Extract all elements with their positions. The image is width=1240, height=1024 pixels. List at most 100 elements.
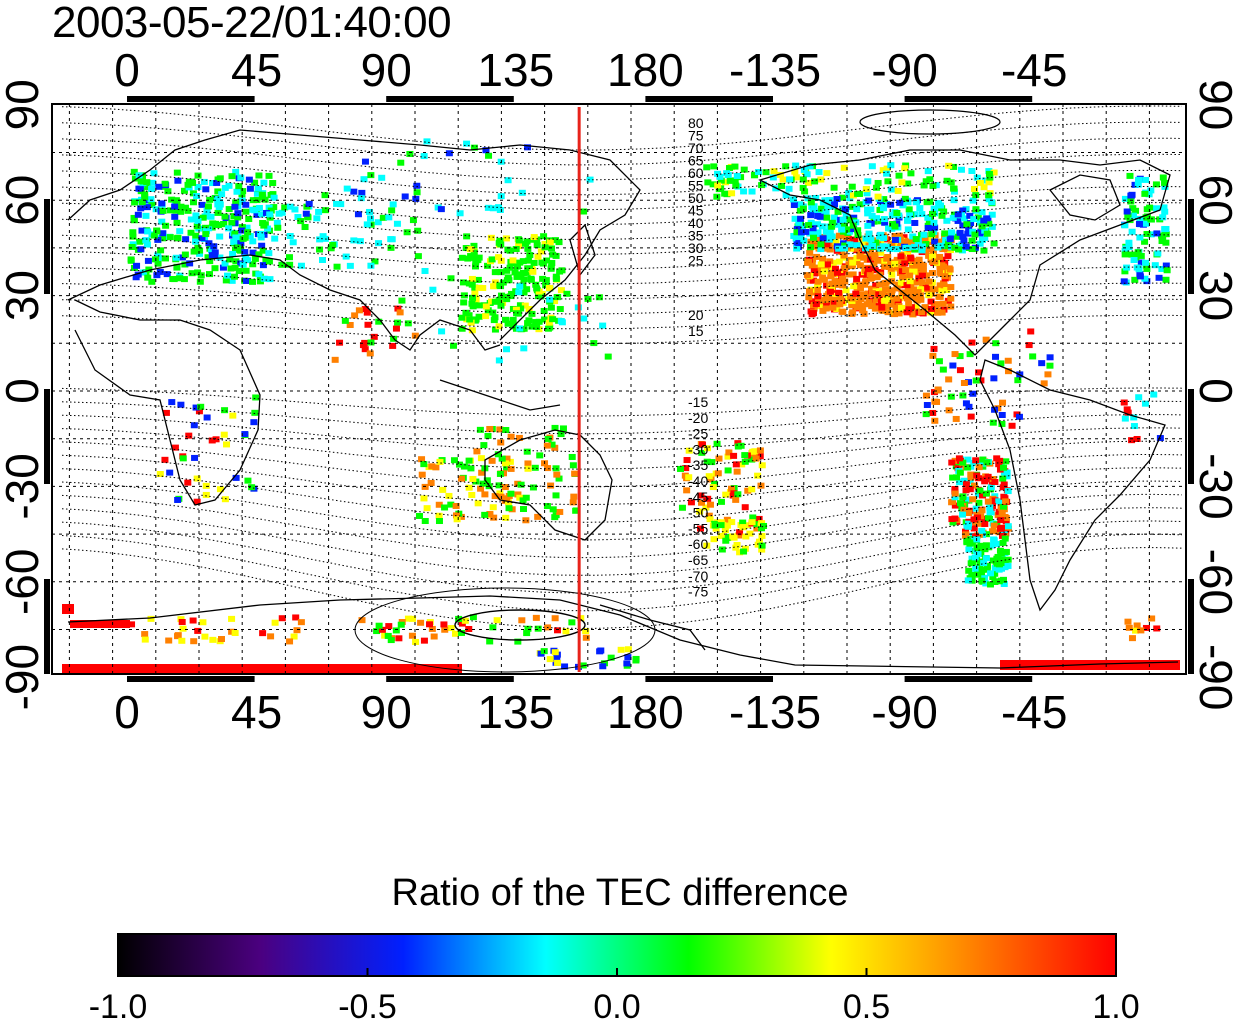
tec-patch [599,322,607,329]
tec-patch [540,307,548,314]
tec-patch [502,427,510,434]
tec-patch [213,195,221,202]
tec-patch [989,476,997,483]
tec-patch [1160,204,1168,211]
tec-patch [238,224,246,231]
tec-patch [1130,257,1138,264]
tec-patch [1121,222,1129,229]
tec-patch [515,242,523,249]
tec-patch [723,516,731,523]
tec-patch [945,162,953,169]
tec-patch [887,162,895,169]
mag-contour-north [61,137,1183,181]
contour-label: 25 [688,253,704,269]
tec-patch [930,205,938,212]
tec-patch [697,499,705,506]
tec-patch [470,242,478,249]
tec-patch [171,444,179,451]
tec-patch [364,321,372,328]
tec-patch [228,628,236,635]
tec-patch [1000,464,1008,471]
tec-patch [483,477,491,484]
tec-patch [289,239,297,246]
tec-patch [849,222,857,229]
tec-patch [828,280,836,287]
tec-patch [868,212,876,219]
tec-patch [790,202,798,209]
contour-label: 70 [688,140,704,156]
tec-patch [1120,278,1128,285]
tec-patch [346,262,354,269]
tec-patch [417,619,425,626]
lat-tick-left: 30 [0,270,48,321]
tec-patch [418,456,426,463]
tec-patch [232,234,240,241]
tec-patch [604,353,612,360]
tec-patch [820,297,828,304]
tec-patch [799,205,807,212]
tec-patch [748,519,756,526]
tec-patch [978,566,986,573]
tec-patch [931,238,939,245]
tec-patch [209,220,217,227]
tec-patch [501,293,509,300]
tec-patch [1015,413,1023,420]
tec-patch [273,219,281,226]
tec-patch [447,625,455,632]
tec-patch [734,491,742,498]
tec-patch [546,239,554,246]
tec-patch [518,617,526,624]
tec-patch [524,144,532,151]
tec-patch [754,169,762,176]
tec-patch [435,512,443,519]
tec-patch [568,453,576,460]
tec-patch [470,249,478,256]
tec-patch [978,507,986,514]
tec-patch [985,179,993,186]
tec-patch [955,246,963,253]
tec-patch [1148,615,1156,622]
tec-patch [717,177,725,184]
tec-patch [696,508,704,515]
tec-patch [703,458,711,465]
tec-patch [812,301,820,308]
tec-patch [908,309,916,316]
colorbar-tick-label: 1.0 [1092,988,1139,1024]
mag-contour-south [61,454,1183,505]
tec-patch [804,258,812,265]
tec-patch [413,189,421,196]
tec-patch [253,211,261,218]
tec-patch [979,463,987,470]
tec-patch [313,215,321,222]
tec-patch [544,435,552,442]
tec-patch [468,275,476,282]
tec-patch [995,529,1003,536]
tec-patch [1002,458,1010,465]
tec-patch [748,188,756,195]
coastlines [67,129,1179,669]
tec-patch [698,449,706,456]
tec-patch [532,614,540,621]
tec-patch [880,196,888,203]
tec-patch [1128,251,1136,258]
tec-patch [936,264,944,271]
tec-patch [831,300,839,307]
tec-patch [960,237,968,244]
mag-contour-north [61,298,1183,330]
mag-contour-south [61,520,1183,594]
tec-patch [796,201,804,208]
tec-patch [482,303,490,310]
tec-patch [758,546,766,553]
tec-patch [957,166,965,173]
tec-patch [897,280,905,287]
tec-patch [852,259,860,266]
tec-patch [893,264,901,271]
tec-patch [929,182,937,189]
tec-patch [166,234,174,241]
tec-patch [528,310,536,317]
tec-patch [978,577,986,584]
tec-patch [980,184,988,191]
tec-patch [817,303,825,310]
tec-patch [852,219,860,226]
tec-patch [190,248,198,255]
